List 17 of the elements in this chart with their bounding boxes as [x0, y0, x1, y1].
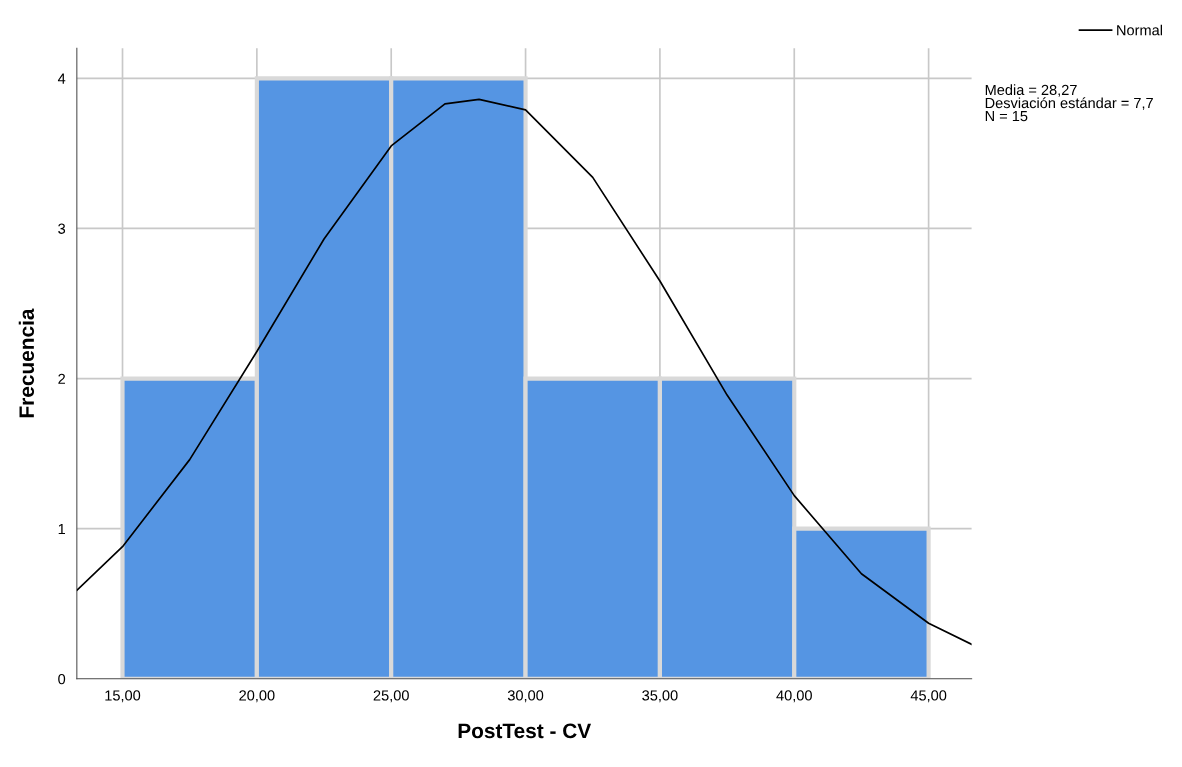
- y-tick-label: 4: [57, 73, 66, 84]
- x-tick-label: 15,00: [105, 690, 141, 703]
- x-tick-label: 25,00: [373, 690, 409, 703]
- text: Media = 28,27 Desviación estándar = 7,7 N = 15: [985, 84, 1153, 122]
- x-tick-label: 20,00: [239, 690, 275, 703]
- y-axis-title: Frecuencia: [18, 308, 35, 418]
- x-tick-label: 35,00: [642, 690, 678, 703]
- line-series: [76, 98, 972, 646]
- legend-label: Normal: [1117, 24, 1162, 36]
- x-tick-label: 40,00: [776, 690, 812, 703]
- y-tick-label: 1: [58, 523, 66, 534]
- x-tick-label: 45,00: [910, 690, 947, 703]
- x-tick-label: 30,00: [507, 690, 544, 703]
- y-tick-label: 3: [58, 223, 66, 234]
- y-tick-label: 2: [58, 373, 65, 384]
- x-axis-title: PostTest - CV: [458, 723, 592, 739]
- y-tick-label: 0: [58, 673, 66, 685]
